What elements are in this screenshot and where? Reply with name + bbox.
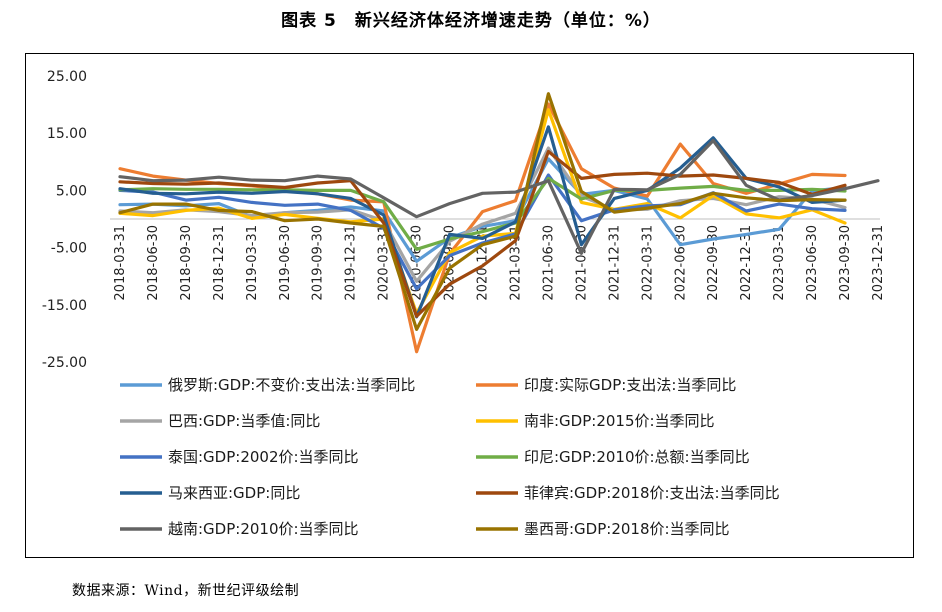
legend: 俄罗斯:GDP:不变价:支出法:当季同比 印度:实际GDP:支出法:当季同比巴西:…: [120, 376, 780, 538]
x-tick-label: 2023-03-31: [772, 225, 787, 301]
x-tick-label: 2019-03-31: [245, 225, 260, 301]
chart-frame: [25, 53, 914, 558]
legend-label: 俄罗斯:GDP:不变价:支出法:当季同比: [168, 376, 415, 394]
legend-label: 泰国:GDP:2002价:当季同比: [168, 448, 359, 466]
legend-label: 南非:GDP:2015价:当季同比: [524, 412, 715, 430]
x-tick-label: 2022-03-31: [640, 225, 655, 301]
x-tick-label: 2023-09-30: [838, 225, 853, 301]
x-tick-label: 2018-06-30: [146, 225, 161, 301]
axes: 25.00 15.00 5.00 -5.00 -15.00 -25.00 2018-03-3…: [42, 69, 886, 371]
legend-label: 印度:实际GDP:支出法:当季同比: [524, 376, 736, 394]
x-tick-label: 2021-12-31: [607, 225, 622, 301]
series-line-8: [118, 149, 847, 318]
series-line-5: [118, 173, 847, 291]
series-line-9: [118, 139, 880, 255]
series-line-7: [118, 125, 847, 319]
chart-title: 图表 5 新兴经济体经济增速走势（单位：%）: [281, 11, 661, 31]
series-lines: [118, 92, 880, 354]
legend-label: 马来西亚:GDP:同比: [168, 484, 300, 502]
legend-label: 越南:GDP:2010价:当季同比: [168, 520, 359, 538]
legend-label: 菲律宾:GDP:2018价:支出法:当季同比: [524, 484, 780, 502]
x-tick-label: 2019-06-30: [278, 225, 293, 301]
y-tick-label: -25.00: [42, 355, 87, 371]
series-line-4: [118, 108, 847, 315]
x-tick-label: 2018-09-30: [179, 225, 194, 301]
y-tick-label: 5.00: [56, 183, 87, 199]
y-tick-label: 25.00: [47, 69, 87, 85]
x-tick-label: 2018-03-31: [113, 225, 128, 301]
y-tick-label: -5.00: [51, 241, 87, 257]
series-line-10: [118, 92, 847, 331]
x-tick-label: 2019-09-30: [311, 225, 326, 301]
data-source-note: 数据来源：Wind，新世纪评级绘制: [72, 583, 300, 599]
legend-label: 巴西:GDP:当季值:同比: [168, 412, 320, 430]
x-tick-label: 2018-12-31: [212, 225, 227, 301]
y-tick-label: -15.00: [42, 298, 87, 314]
legend-label: 印尼:GDP:2010价:总额:当季同比: [524, 448, 750, 466]
x-tick-label: 2019-12-31: [344, 225, 359, 301]
series-line-6: [118, 176, 847, 251]
y-tick-label: 15.00: [47, 126, 87, 142]
x-tick-label: 2022-12-31: [739, 225, 754, 301]
x-tick-label: 2023-12-31: [871, 225, 886, 301]
x-tick-label: 2022-09-30: [706, 225, 721, 301]
x-tick-label: 2023-06-30: [805, 225, 820, 301]
legend-label: 墨西哥:GDP:2018价:当季同比: [524, 520, 730, 538]
x-tick-label: 2021-06-30: [541, 225, 556, 301]
